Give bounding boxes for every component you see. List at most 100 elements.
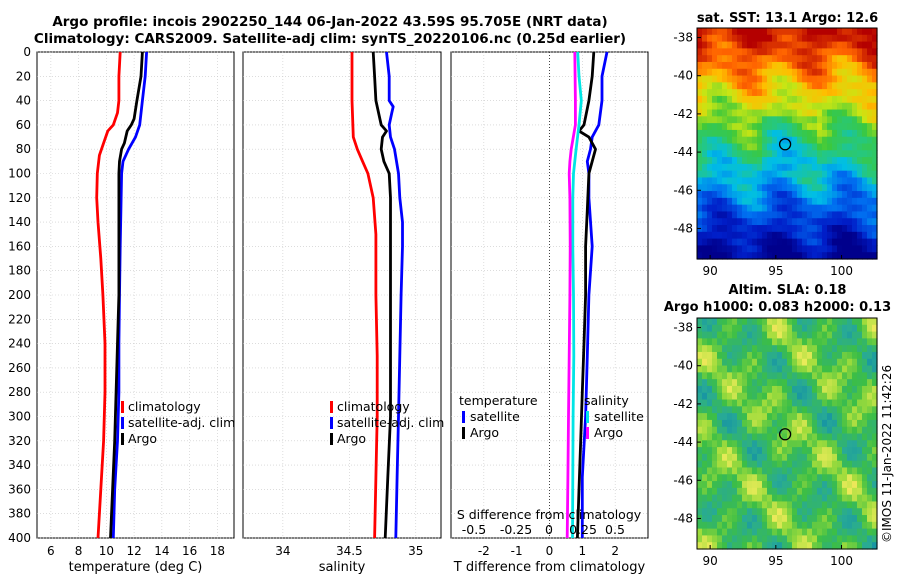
temperature-ytick-label: 360 <box>8 482 31 496</box>
imos-timestamp: ©IMOS 11-Jan-2022 11:42:26 <box>880 364 894 543</box>
diff-legend-label: Argo <box>470 425 499 440</box>
temperature-xtick-label: 6 <box>47 544 55 558</box>
diff-legend-label: satellite <box>594 409 644 424</box>
sla-map-ytick-label: -40 <box>673 359 693 373</box>
sal-legend-label: satellite-adj. clim <box>337 415 444 430</box>
diff-legend-swatch <box>462 411 465 423</box>
diff-legend-swatch <box>586 427 589 439</box>
temperature-xtick-label: 10 <box>99 544 114 558</box>
diff-legend-swatch <box>586 411 589 423</box>
temperature-ytick-label: 160 <box>8 239 31 253</box>
temperature-ytick-label: 140 <box>8 215 31 229</box>
diff-legend-label: Argo <box>594 425 623 440</box>
salinity-series-satellite-adj-clim <box>385 51 404 539</box>
sst-map-ytick-label: -38 <box>673 31 693 45</box>
temp-legend-label: satellite-adj. clim <box>128 415 235 430</box>
difference-xlabel: T difference from climatology <box>453 560 646 575</box>
temperature-ytick-label: 60 <box>16 118 31 132</box>
sal-legend-label: climatology <box>337 399 410 414</box>
diff-s-tick-label: -0.5 <box>462 522 486 537</box>
sal-legend-swatch <box>330 417 333 429</box>
figure-title-line-2: Climatology: CARS2009. Satellite-adj cli… <box>33 31 627 47</box>
temperature-ytick-label: 120 <box>8 191 31 205</box>
sst-map-cells <box>697 28 878 260</box>
diff-s-axis-label: S difference from climatology <box>457 507 642 522</box>
temperature-xtick-label: 18 <box>210 544 225 558</box>
sla-map-ytick-label: -44 <box>673 435 693 449</box>
temperature-ytick-label: 320 <box>8 434 31 448</box>
temperature-ytick-label: 340 <box>8 458 31 472</box>
difference-xtick-label: -1 <box>511 544 523 558</box>
temperature-ytick-label: 20 <box>16 69 31 83</box>
sla-map-cells <box>697 318 878 550</box>
sal-legend-swatch <box>330 433 333 445</box>
temp-legend-swatch <box>121 401 124 413</box>
temperature-series-argo <box>109 51 144 539</box>
sal-legend-label: Argo <box>337 431 366 446</box>
temperature-ytick-label: 260 <box>8 361 31 375</box>
temp-legend-label: climatology <box>128 399 201 414</box>
sal-legend-swatch <box>330 401 333 413</box>
temperature-ytick-label: 380 <box>8 507 31 521</box>
sla-map-xtick-label: 100 <box>830 554 853 568</box>
temperature-ytick-label: 40 <box>16 94 31 108</box>
difference-xtick-label: 0 <box>546 544 554 558</box>
sla-map-title-2: Argo h1000: 0.083 h2000: 0.13 <box>663 300 892 315</box>
sst-map-title: sat. SST: 13.1 Argo: 12.6 <box>696 11 879 26</box>
sst-map-ytick-label: -48 <box>673 221 693 235</box>
temperature-ytick-label: 300 <box>8 410 31 424</box>
sst-map-frame <box>696 27 878 260</box>
temperature-ytick-label: 0 <box>23 45 31 59</box>
diff-s-tick-label: 0.5 <box>605 522 625 537</box>
difference-xtick-label: -2 <box>478 544 490 558</box>
salinity-series-argo <box>371 51 392 539</box>
temperature-xlabel: temperature (deg C) <box>69 560 203 575</box>
diff-s-tick-label: 0 <box>545 522 553 537</box>
salinity-series-climatology <box>350 52 379 539</box>
temperature-xtick-label: 14 <box>154 544 169 558</box>
salinity-xtick-label: 35 <box>408 544 423 558</box>
sst-map-argo-location-marker <box>778 138 792 151</box>
difference-series-s-satellite <box>571 51 583 539</box>
temperature-ytick-label: 280 <box>8 385 31 399</box>
sst-map-ytick-label: -40 <box>673 69 693 83</box>
temp-legend-swatch <box>121 433 124 445</box>
diff-legend-salinity-title: salinity <box>584 393 629 408</box>
sla-map-xtick-label: 95 <box>768 554 783 568</box>
sst-map-ytick-label: -46 <box>673 183 693 197</box>
difference-xtick-label: 1 <box>579 544 587 558</box>
sst-map-ytick-label: -42 <box>673 107 693 121</box>
sla-map-ytick-label: -38 <box>673 321 693 335</box>
sla-map-title-1: Altim. SLA: 0.18 <box>728 283 847 298</box>
sla-map-frame <box>696 317 878 550</box>
diff-legend-label: satellite <box>470 409 520 424</box>
sst-map-xtick-label: 95 <box>768 264 783 278</box>
diff-legend-temperature-title: temperature <box>459 393 538 408</box>
temperature-ytick-label: 80 <box>16 142 31 156</box>
diff-s-tick-label: -0.25 <box>500 522 532 537</box>
temperature-ytick-label: 400 <box>8 531 31 545</box>
difference-xtick-label: 2 <box>611 544 619 558</box>
sla-map-xtick-label: 90 <box>702 554 717 568</box>
temperature-ytick-label: 100 <box>8 167 31 181</box>
temp-legend-swatch <box>121 417 124 429</box>
sla-map-ytick-label: -46 <box>673 473 693 487</box>
salinity-xlabel: salinity <box>319 560 366 575</box>
diff-s-tick-label: 0.25 <box>569 522 597 537</box>
sst-map-xtick-label: 90 <box>702 264 717 278</box>
temperature-series-satellite-adj-clim <box>111 51 148 539</box>
temperature-ytick-label: 200 <box>8 288 31 302</box>
temperature-ytick-label: 240 <box>8 337 31 351</box>
temperature-ytick-label: 220 <box>8 312 31 326</box>
sst-map-xtick-label: 100 <box>830 264 853 278</box>
sst-map-ytick-label: -44 <box>673 145 693 159</box>
salinity-xtick-label: 34 <box>275 544 290 558</box>
temperature-xtick-label: 12 <box>126 544 141 558</box>
sla-map-argo-location-marker <box>778 428 792 441</box>
temperature-axes-box <box>36 51 235 539</box>
sla-map-ytick-label: -42 <box>673 397 693 411</box>
salinity-xtick-label: 34.5 <box>336 544 363 558</box>
temperature-series-climatology <box>95 51 122 539</box>
sla-map-ytick-label: -48 <box>673 511 693 525</box>
